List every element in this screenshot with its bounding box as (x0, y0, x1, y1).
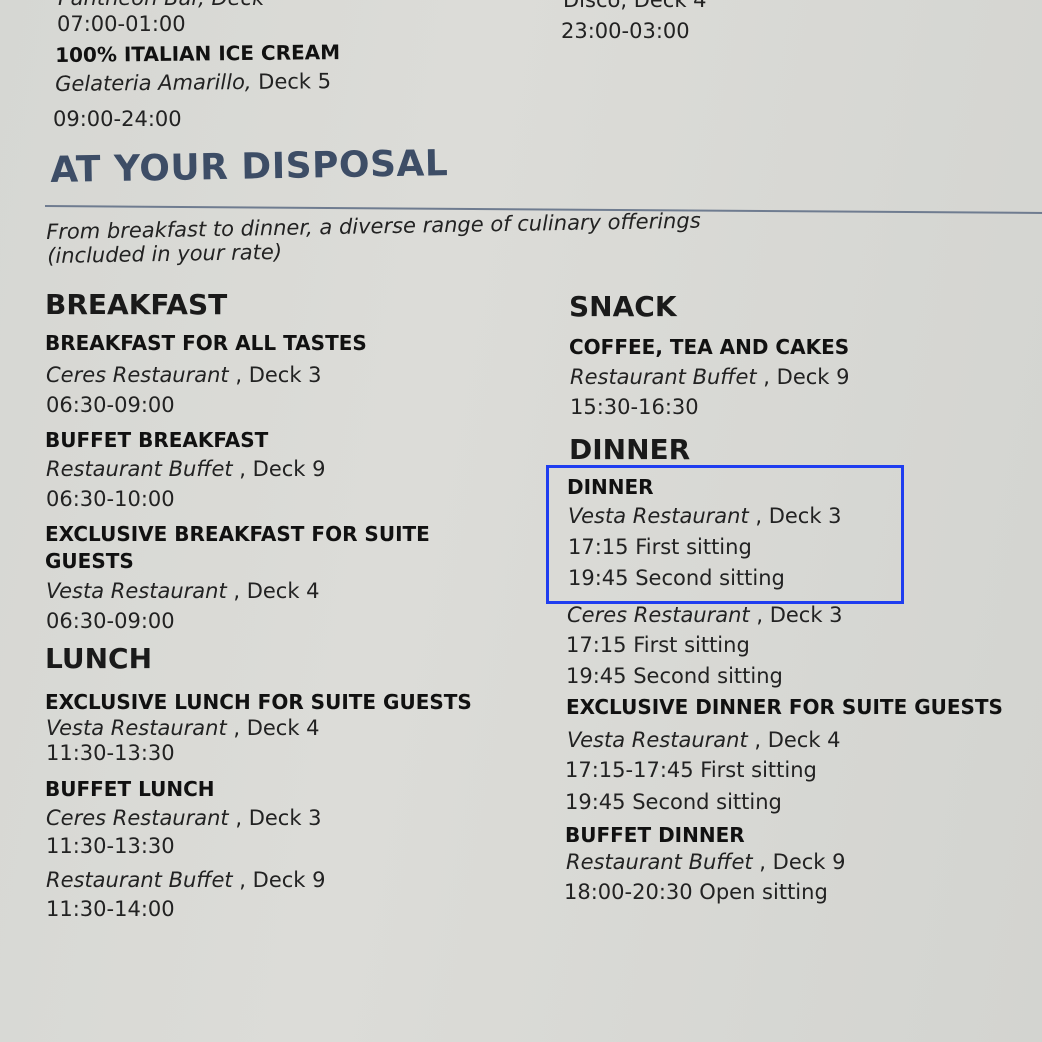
item-title: GUESTS (45, 549, 134, 573)
section-heading: DINNER (569, 433, 691, 466)
section-title: AT YOUR DISPOSAL (50, 143, 449, 191)
venue-line: Restaurant Buffet , Deck 9 (46, 457, 325, 481)
hours: 06:30-10:00 (46, 487, 175, 511)
hours: 06:30-09:00 (46, 609, 175, 633)
venue: Vesta Restaurant (46, 716, 227, 740)
venue-line: Gelateria Amarillo, Deck 5 (55, 69, 331, 96)
deck: , Deck 3 (228, 806, 322, 830)
venue-line: Ceres Restaurant , Deck 3 (46, 806, 322, 830)
hours: 17:15 First sitting (568, 535, 752, 559)
item-title: EXCLUSIVE DINNER FOR SUITE GUESTS (566, 695, 1003, 719)
intro-text: From breakfast to dinner, a diverse rang… (46, 208, 701, 244)
venue-line: Ceres Restaurant , Deck 3 (46, 363, 322, 387)
venue: Vesta Restaurant (567, 728, 748, 752)
deck: , Deck 3 (748, 504, 842, 528)
hours: 07:00-01:00 (57, 12, 186, 36)
venue: Ceres Restaurant (46, 806, 229, 830)
hours: 06:30-09:00 (46, 393, 175, 417)
item-title: EXCLUSIVE BREAKFAST FOR SUITE (45, 522, 430, 546)
section-heading: BREAKFAST (45, 288, 228, 321)
deck: , Deck 3 (228, 363, 322, 387)
partial-venue: Pantheon Bar, Deck (58, 0, 264, 10)
venue: Restaurant Buffet (566, 850, 753, 874)
deck: Deck 5 (251, 69, 332, 94)
highlight-box (546, 465, 904, 604)
item-title: 100% ITALIAN ICE CREAM (55, 40, 341, 67)
item-title: BREAKFAST FOR ALL TASTES (45, 331, 367, 355)
item-title: BUFFET LUNCH (45, 777, 215, 801)
venue: Restaurant Buffet (570, 365, 757, 389)
deck: , Deck 9 (232, 457, 326, 481)
item-title: BUFFET DINNER (565, 823, 745, 847)
hours: 11:30-13:30 (46, 834, 175, 858)
deck: , Deck 9 (232, 868, 326, 892)
item-title: COFFEE, TEA AND CAKES (569, 335, 850, 359)
venue-line: Restaurant Buffet , Deck 9 (566, 850, 845, 874)
deck: , Deck 9 (756, 365, 850, 389)
venue: Vesta Restaurant (568, 504, 749, 528)
section-heading: LUNCH (45, 642, 152, 675)
venue-line: Restaurant Buffet , Deck 9 (570, 365, 849, 389)
deck: , Deck 4 (226, 579, 320, 603)
venue: Gelateria Amarillo, (55, 69, 252, 96)
hours: 11:30-14:00 (46, 897, 175, 921)
item-title: BUFFET BREAKFAST (45, 428, 269, 452)
hours: 19:45 Second sitting (566, 664, 783, 688)
deck: , Deck 3 (749, 603, 843, 627)
partial-venue: Disco, Deck 4 (563, 0, 707, 12)
deck: , Deck 4 (226, 716, 320, 740)
venue-line: Ceres Restaurant , Deck 3 (567, 603, 843, 627)
venue-line: Vesta Restaurant , Deck 4 (46, 716, 320, 740)
venue: Vesta Restaurant (46, 579, 227, 603)
hours: 17:15 First sitting (566, 633, 750, 657)
venue: Ceres Restaurant (567, 603, 750, 627)
intro-text: (included in your rate) (47, 239, 283, 268)
item-title: EXCLUSIVE LUNCH FOR SUITE GUESTS (45, 690, 472, 714)
deck: , Deck 4 (747, 728, 841, 752)
venue-line: Vesta Restaurant , Deck 3 (568, 504, 842, 528)
venue-line: Vesta Restaurant , Deck 4 (46, 579, 320, 603)
deck: , Deck 9 (752, 850, 846, 874)
hours: 09:00-24:00 (53, 107, 182, 131)
venue: Restaurant Buffet (46, 868, 233, 892)
venue: Restaurant Buffet (46, 457, 233, 481)
hours: 18:00-20:30 Open sitting (564, 880, 828, 904)
hours: 19:45 Second sitting (568, 566, 785, 590)
item-title: DINNER (567, 475, 654, 499)
venue-line: Restaurant Buffet , Deck 9 (46, 868, 325, 892)
venue-line: Vesta Restaurant , Deck 4 (567, 728, 841, 752)
hours: 19:45 Second sitting (565, 790, 782, 814)
hours: 23:00-03:00 (561, 19, 690, 43)
section-heading: SNACK (569, 290, 677, 323)
hours: 17:15-17:45 First sitting (565, 758, 817, 782)
hours: 11:30-13:30 (46, 741, 175, 765)
hours: 15:30-16:30 (570, 395, 699, 419)
venue: Ceres Restaurant (46, 363, 229, 387)
